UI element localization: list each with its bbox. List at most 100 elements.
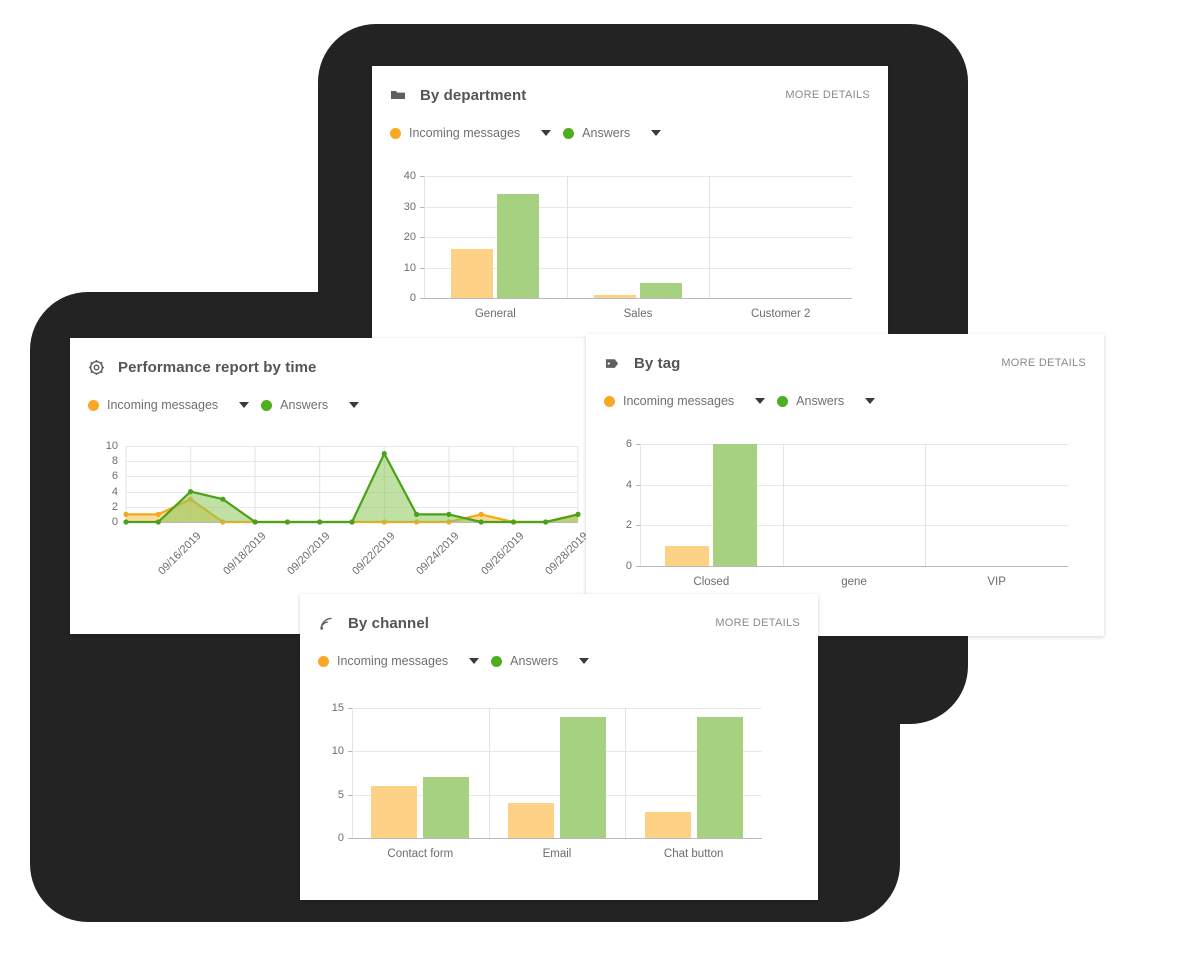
gear-icon xyxy=(88,359,104,375)
y-axis-tick xyxy=(348,708,352,709)
legend-answers-dropdown-caret-icon[interactable] xyxy=(579,658,590,664)
y-axis-tick xyxy=(636,566,640,567)
axis-baseline xyxy=(352,838,762,839)
bar[interactable] xyxy=(640,282,682,298)
legend-incoming-dropdown-caret-icon[interactable] xyxy=(541,130,552,136)
panel-title: By channel xyxy=(348,614,430,632)
gridline xyxy=(424,237,852,238)
more-details-link[interactable]: MORE DETAILS xyxy=(715,617,800,629)
legend-dot-incoming-icon xyxy=(318,655,329,667)
y-axis-tick xyxy=(636,525,640,527)
line-series-layer xyxy=(123,446,581,525)
y-axis-tick-label: 0 xyxy=(111,516,118,528)
chart-legend: Incoming messages Answers xyxy=(300,636,818,672)
chart-legend: Incoming messages Answers xyxy=(372,108,888,144)
y-axis-tick-label: 5 xyxy=(337,788,344,801)
legend-answers-dropdown-caret-icon[interactable] xyxy=(865,398,876,404)
bar[interactable] xyxy=(497,194,540,298)
legend-answers-dropdown-caret-icon[interactable] xyxy=(349,402,360,408)
legend-item-incoming: Incoming messages xyxy=(604,394,734,408)
legend-dot-incoming-icon xyxy=(88,399,99,411)
chart-legend: Incoming messages Answers xyxy=(70,380,586,416)
panel-performance-report: Performance report by time Incoming mess… xyxy=(70,338,586,634)
chart-by-department: 0 10 20 30 40 General Sales Customer 2 xyxy=(372,162,888,342)
legend-dot-incoming-icon xyxy=(604,395,615,407)
y-axis-tick xyxy=(636,484,640,486)
x-axis-tick-label: General xyxy=(474,308,516,320)
y-axis-tick xyxy=(348,838,352,839)
y-axis-tick-label: 6 xyxy=(111,470,118,483)
x-axis-tick-label: Customer 2 xyxy=(750,308,811,320)
bar[interactable] xyxy=(371,786,418,838)
bar[interactable] xyxy=(696,716,743,838)
panel-header: By channel MORE DETAILS xyxy=(300,594,818,636)
legend-item-answers: Answers xyxy=(563,126,630,140)
panel-header: By tag MORE DETAILS xyxy=(586,334,1104,376)
gridline xyxy=(126,476,578,478)
legend-answers-dropdown-caret-icon[interactable] xyxy=(651,130,662,136)
legend-incoming-dropdown-caret-icon[interactable] xyxy=(755,398,766,404)
category-separator xyxy=(709,176,711,298)
gridline xyxy=(352,708,762,709)
more-details-link[interactable]: MORE DETAILS xyxy=(1001,357,1086,369)
x-axis-tick-label: Sales xyxy=(623,308,653,320)
more-details-link[interactable]: MORE DETAILS xyxy=(785,89,870,101)
axis-baseline xyxy=(424,298,852,299)
y-axis-tick-label: 6 xyxy=(625,438,632,450)
tag-icon xyxy=(604,355,620,371)
y-axis-tick xyxy=(348,751,352,753)
legend-item-answers: Answers xyxy=(261,398,328,412)
bar[interactable] xyxy=(644,812,691,838)
panel-title: By department xyxy=(420,86,527,104)
y-axis-tick-label: 10 xyxy=(403,261,416,274)
y-axis-tick-label: 10 xyxy=(331,745,344,758)
bar[interactable] xyxy=(508,803,554,838)
y-axis-tick-label: 2 xyxy=(111,500,118,513)
legend-label-incoming: Incoming messages xyxy=(409,126,521,140)
category-separator xyxy=(488,708,490,838)
folder-icon xyxy=(390,87,406,103)
legend-dot-answers-icon xyxy=(777,395,789,407)
y-axis-tick xyxy=(420,206,424,208)
gridline xyxy=(352,751,762,753)
axis-line xyxy=(640,444,641,566)
gridline xyxy=(640,484,1068,486)
gridline xyxy=(126,506,578,508)
gridline xyxy=(126,461,578,463)
x-axis-tick-label: Contact form xyxy=(387,848,454,860)
x-axis-tick-label: Chat button xyxy=(663,848,724,860)
bar[interactable] xyxy=(560,716,606,838)
legend-item-incoming: Incoming messages xyxy=(390,126,520,140)
axis-baseline xyxy=(640,566,1068,567)
x-axis-tick-label: VIP xyxy=(987,576,1006,588)
gridline xyxy=(424,206,852,208)
x-axis-tick-label: Closed xyxy=(693,576,730,588)
category-separator xyxy=(782,444,784,566)
legend-item-answers: Answers xyxy=(491,654,558,668)
x-axis-tick-label: Email xyxy=(542,848,572,860)
bar[interactable] xyxy=(594,294,636,298)
legend-incoming-dropdown-caret-icon[interactable] xyxy=(239,402,250,408)
bar[interactable] xyxy=(423,777,470,838)
legend-dot-answers-icon xyxy=(491,655,503,667)
y-axis-tick-label: 8 xyxy=(111,455,118,468)
legend-label-incoming: Incoming messages xyxy=(107,398,219,412)
chart-performance-report: 0 2 4 6 8 10 09/16/2019 09/18/2019 09/20/2019 09/… xyxy=(70,432,586,632)
bar[interactable] xyxy=(451,249,494,298)
y-axis-tick xyxy=(348,794,352,796)
chart-by-channel: 0 5 10 15 Contact form Email Chat button xyxy=(300,694,818,884)
y-axis-tick-label: 2 xyxy=(625,519,632,532)
bar[interactable] xyxy=(665,545,710,566)
legend-label-incoming: Incoming messages xyxy=(623,394,735,408)
panel-by-department: By department MORE DETAILS Incoming mess… xyxy=(372,66,888,356)
y-axis-tick-label: 0 xyxy=(409,292,416,304)
axis-line xyxy=(352,708,353,838)
legend-label-incoming: Incoming messages xyxy=(337,654,449,668)
category-separator xyxy=(625,708,627,838)
legend-label-answers: Answers xyxy=(582,126,631,140)
bar[interactable] xyxy=(713,444,758,566)
legend-item-answers: Answers xyxy=(777,394,844,408)
legend-incoming-dropdown-caret-icon[interactable] xyxy=(469,658,480,664)
gridline xyxy=(424,267,852,269)
chart-legend: Incoming messages Answers xyxy=(586,376,1104,412)
